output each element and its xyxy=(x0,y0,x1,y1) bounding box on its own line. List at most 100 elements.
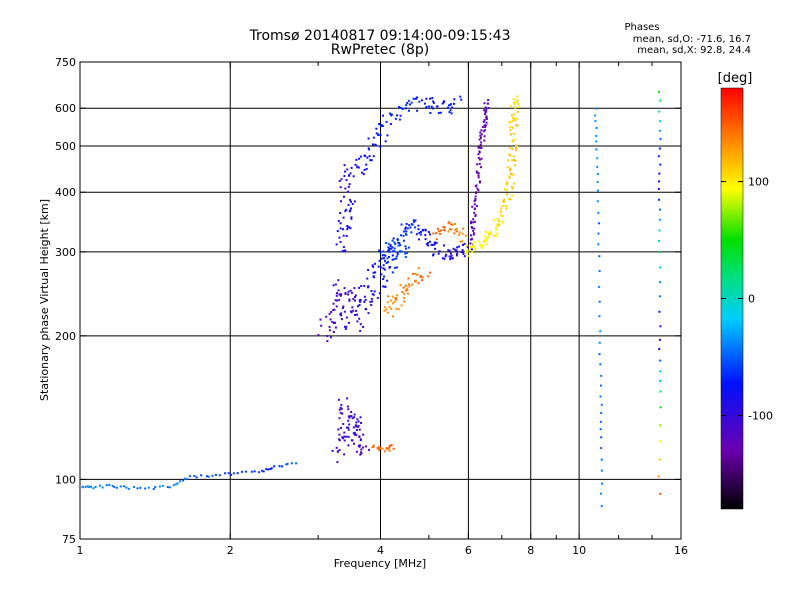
data-point xyxy=(658,198,661,201)
data-point xyxy=(344,210,347,213)
data-point xyxy=(596,189,599,192)
data-point xyxy=(659,359,662,362)
data-point xyxy=(407,246,410,249)
data-point xyxy=(347,185,350,188)
data-point xyxy=(424,234,427,237)
data-point xyxy=(378,259,381,262)
data-point xyxy=(334,321,337,324)
data-point xyxy=(515,144,518,147)
data-point xyxy=(515,117,518,120)
data-point xyxy=(453,232,456,235)
data-point xyxy=(388,266,391,269)
data-point xyxy=(206,475,209,478)
data-point xyxy=(362,173,365,176)
data-point xyxy=(285,463,288,466)
data-point xyxy=(351,306,354,309)
data-point xyxy=(493,219,496,222)
data-point xyxy=(253,470,256,473)
data-point xyxy=(354,424,357,427)
data-point xyxy=(659,163,662,166)
data-point xyxy=(511,140,514,143)
data-point xyxy=(440,229,443,232)
data-point xyxy=(357,444,360,447)
data-point xyxy=(320,324,323,327)
data-point xyxy=(484,106,487,109)
data-point xyxy=(363,168,366,171)
data-point xyxy=(381,447,384,450)
data-point xyxy=(598,315,601,318)
data-point xyxy=(340,178,343,181)
data-point xyxy=(658,281,661,284)
data-point xyxy=(517,102,520,105)
data-point xyxy=(350,217,353,220)
data-point xyxy=(261,469,264,472)
data-point xyxy=(393,258,396,261)
data-point xyxy=(380,257,383,260)
data-point xyxy=(497,219,500,222)
data-point xyxy=(409,226,412,229)
data-point xyxy=(273,465,276,468)
data-point xyxy=(595,140,598,143)
data-point xyxy=(94,485,97,488)
data-point xyxy=(479,134,482,137)
data-point xyxy=(346,228,349,231)
data-point xyxy=(418,231,421,234)
data-point xyxy=(477,189,480,192)
data-point xyxy=(516,124,519,127)
data-point xyxy=(500,207,503,210)
data-point xyxy=(509,129,512,132)
data-point xyxy=(147,486,150,489)
x-tick-label: 8 xyxy=(527,544,534,557)
data-point xyxy=(345,435,348,438)
data-point xyxy=(328,329,331,332)
data-point xyxy=(335,305,338,308)
data-point xyxy=(343,310,346,313)
data-point xyxy=(111,484,114,487)
colorbar-tick-label: 100 xyxy=(748,176,769,189)
data-point xyxy=(330,310,333,313)
data-point xyxy=(399,114,402,117)
data-point xyxy=(193,474,196,477)
data-point xyxy=(382,264,385,267)
data-point xyxy=(108,483,111,486)
data-point xyxy=(338,408,341,411)
data-point xyxy=(448,255,451,258)
data-point xyxy=(443,100,446,103)
data-point xyxy=(485,115,488,118)
data-point xyxy=(358,317,361,320)
data-point xyxy=(368,448,371,451)
data-point xyxy=(346,293,349,296)
data-point xyxy=(373,262,376,265)
data-point xyxy=(516,95,519,98)
x-tick-label: 1 xyxy=(77,544,84,557)
data-point xyxy=(596,172,599,175)
data-point xyxy=(354,295,357,298)
data-point xyxy=(370,159,373,162)
data-point xyxy=(417,267,420,270)
data-point xyxy=(477,174,480,177)
data-point xyxy=(414,272,417,275)
data-point xyxy=(391,239,394,242)
data-point xyxy=(494,228,497,231)
data-point xyxy=(598,300,601,303)
data-point xyxy=(396,253,399,256)
data-point xyxy=(371,143,374,146)
data-point xyxy=(267,468,270,471)
data-point xyxy=(371,293,374,296)
data-point xyxy=(329,318,332,321)
data-point xyxy=(421,99,424,102)
data-point xyxy=(388,112,391,115)
data-point xyxy=(600,447,603,450)
data-point xyxy=(379,125,382,128)
data-point xyxy=(381,125,384,128)
data-point xyxy=(659,406,662,409)
data-point xyxy=(449,223,452,226)
data-point xyxy=(290,462,293,465)
data-point xyxy=(450,256,453,259)
data-point xyxy=(358,303,361,306)
data-point xyxy=(113,486,116,489)
data-point xyxy=(335,299,338,302)
data-point xyxy=(176,482,179,485)
data-point xyxy=(360,421,363,424)
data-point xyxy=(473,199,476,202)
